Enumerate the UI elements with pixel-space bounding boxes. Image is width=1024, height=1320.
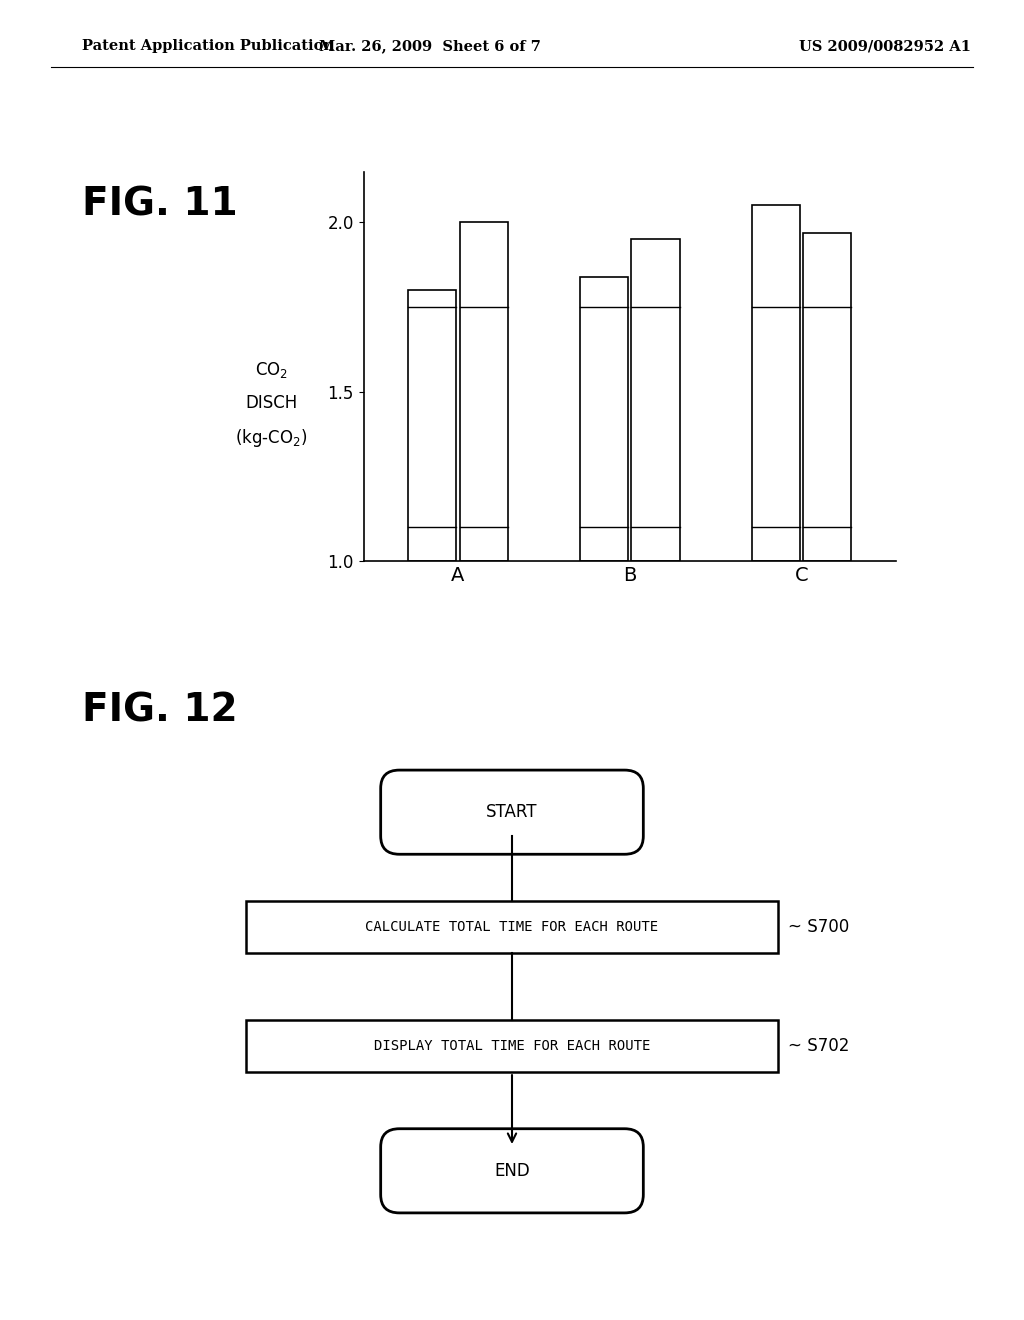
Text: FIG. 11: FIG. 11 — [82, 186, 238, 223]
Text: FIG. 12: FIG. 12 — [82, 692, 238, 729]
Bar — [246, 900, 778, 953]
Text: END: END — [495, 1162, 529, 1180]
Text: Mar. 26, 2009  Sheet 6 of 7: Mar. 26, 2009 Sheet 6 of 7 — [319, 40, 541, 53]
Text: START: START — [486, 803, 538, 821]
FancyBboxPatch shape — [381, 770, 643, 854]
Bar — [632, 239, 680, 561]
Text: CALCULATE TOTAL TIME FOR EACH ROUTE: CALCULATE TOTAL TIME FOR EACH ROUTE — [366, 920, 658, 933]
Text: Patent Application Publication: Patent Application Publication — [82, 40, 334, 53]
Bar — [409, 290, 457, 561]
Text: ~ S700: ~ S700 — [788, 917, 850, 936]
Bar — [460, 222, 508, 561]
Text: ~ S702: ~ S702 — [788, 1038, 850, 1055]
Text: (kg-CO$_2$): (kg-CO$_2$) — [236, 428, 307, 449]
Bar — [580, 277, 628, 561]
Bar — [246, 1020, 778, 1072]
Bar — [803, 232, 851, 561]
Text: DISPLAY TOTAL TIME FOR EACH ROUTE: DISPLAY TOTAL TIME FOR EACH ROUTE — [374, 1039, 650, 1053]
Text: CO$_2$: CO$_2$ — [255, 359, 288, 380]
FancyBboxPatch shape — [381, 1129, 643, 1213]
Text: US 2009/0082952 A1: US 2009/0082952 A1 — [799, 40, 971, 53]
Text: DISCH: DISCH — [245, 393, 298, 412]
Bar — [752, 206, 800, 561]
